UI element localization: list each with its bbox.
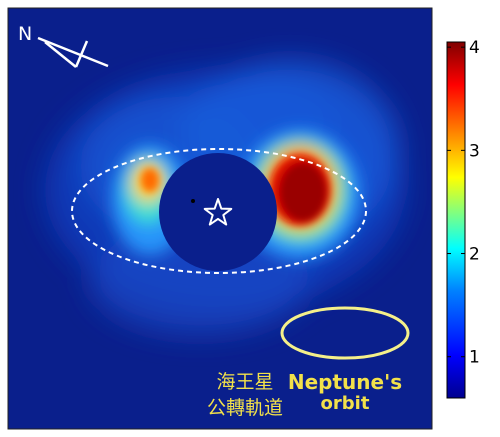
- compass: [37, 36, 109, 68]
- colorbar: 1 2 3 4: [446, 38, 480, 399]
- compass-north-arrow: [37, 36, 109, 68]
- compass-east-arrow: [44, 41, 77, 68]
- compass-arm: [74, 40, 89, 68]
- coronagraph-mask: [159, 153, 277, 271]
- neptune-orbit-ellipse: [280, 306, 410, 360]
- chinese-label-line1: 海王星: [216, 371, 273, 393]
- colorbar-gradient: [446, 41, 466, 399]
- image-frame: [7, 7, 433, 430]
- disk-outline-ellipse: [71, 148, 367, 274]
- colorbar-tick-label: 4: [469, 38, 480, 58]
- mask-dot: [191, 199, 195, 203]
- image-panel: N 海王星 公轉軌道 Neptune's orbit: [8, 8, 432, 429]
- dust-ring-peak: [141, 155, 330, 225]
- chinese-label-line2: 公轉軌道: [207, 397, 283, 419]
- compass-north-label: N: [18, 23, 32, 45]
- colorbar-tick-label: 1: [469, 348, 480, 368]
- colorbar-tick-label: 2: [469, 245, 480, 265]
- colorbar-ticks: 1 2 3 4: [447, 38, 480, 368]
- english-label-line2: orbit: [321, 393, 370, 414]
- star-icon: [203, 198, 233, 226]
- english-label-line1: Neptune's: [288, 370, 402, 394]
- colorbar-tick-label: 3: [469, 141, 480, 161]
